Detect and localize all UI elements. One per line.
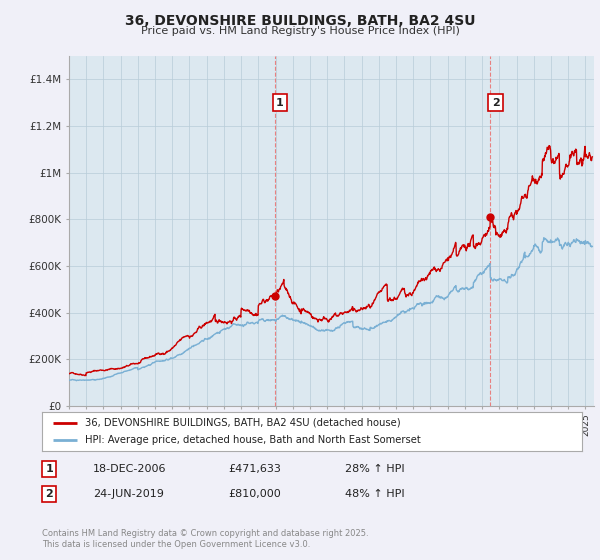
- Text: Contains HM Land Registry data © Crown copyright and database right 2025.
This d: Contains HM Land Registry data © Crown c…: [42, 529, 368, 549]
- Text: 36, DEVONSHIRE BUILDINGS, BATH, BA2 4SU: 36, DEVONSHIRE BUILDINGS, BATH, BA2 4SU: [125, 14, 475, 28]
- Text: HPI: Average price, detached house, Bath and North East Somerset: HPI: Average price, detached house, Bath…: [85, 435, 421, 445]
- Text: 48% ↑ HPI: 48% ↑ HPI: [345, 489, 404, 499]
- Text: 1: 1: [276, 97, 284, 108]
- Text: £471,633: £471,633: [228, 464, 281, 474]
- Text: 18-DEC-2006: 18-DEC-2006: [93, 464, 167, 474]
- Text: 2: 2: [491, 97, 499, 108]
- Text: 2: 2: [46, 489, 53, 499]
- Text: 28% ↑ HPI: 28% ↑ HPI: [345, 464, 404, 474]
- Text: 1: 1: [46, 464, 53, 474]
- Text: £810,000: £810,000: [228, 489, 281, 499]
- Text: 36, DEVONSHIRE BUILDINGS, BATH, BA2 4SU (detached house): 36, DEVONSHIRE BUILDINGS, BATH, BA2 4SU …: [85, 418, 401, 428]
- Text: 24-JUN-2019: 24-JUN-2019: [93, 489, 164, 499]
- Text: Price paid vs. HM Land Registry's House Price Index (HPI): Price paid vs. HM Land Registry's House …: [140, 26, 460, 36]
